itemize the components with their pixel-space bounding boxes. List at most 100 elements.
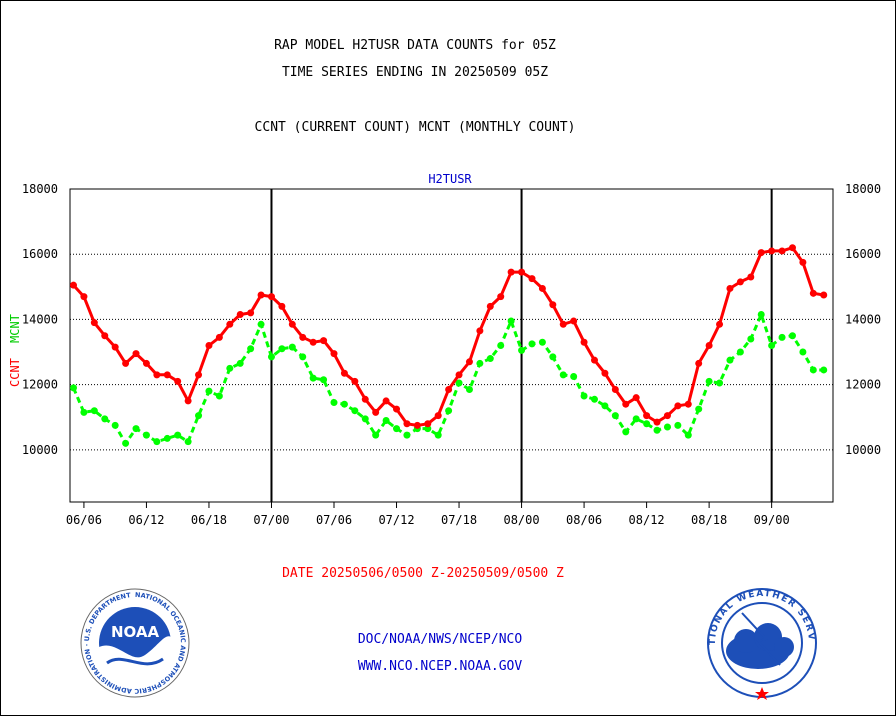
x-tick-label: 08/12 [629,513,665,527]
data-point-mcnt [434,431,442,439]
data-point-ccnt [768,247,776,255]
data-point-mcnt [70,384,77,392]
data-point-mcnt [622,428,630,436]
data-point-ccnt [70,281,77,289]
data-point-mcnt [736,348,744,356]
y-tick-label-right: 12000 [845,378,881,392]
data-point-ccnt [788,244,796,252]
data-point-ccnt [372,408,380,416]
y-tick-label-left: 12000 [22,378,58,392]
credit-website: WWW.NCO.NCEP.NOAA.GOV [357,659,523,674]
plot-area-border [69,188,834,503]
data-point-ccnt [90,319,98,327]
data-point-ccnt [153,371,161,379]
data-point-ccnt [684,400,692,408]
data-point-mcnt [372,431,380,439]
data-point-mcnt [518,346,526,354]
y-tick-label-left: 10000 [22,443,58,457]
data-point-ccnt [122,359,130,367]
data-point-mcnt [80,408,88,416]
data-point-ccnt [695,359,703,367]
data-point-mcnt [778,333,786,341]
chart-title: RAP MODEL H2TUSR DATA COUNTS for 05Z [274,38,556,53]
data-point-mcnt [90,407,98,415]
data-point-ccnt [757,249,765,257]
data-point-mcnt [111,421,119,429]
chart-subtitle: TIME SERIES ENDING IN 20250509 05Z [281,65,549,80]
data-point-mcnt [215,392,223,400]
data-point-ccnt [591,356,598,364]
data-point-mcnt [809,366,817,374]
data-point-ccnt [549,301,557,309]
data-point-mcnt [445,407,453,415]
y-axis-label-ccnt: CCNT [8,358,22,387]
data-point-ccnt [403,420,411,428]
data-point-ccnt [528,275,536,283]
data-point-mcnt [205,387,213,395]
data-point-mcnt [570,372,578,380]
data-point-ccnt [809,289,817,297]
x-tick-label: 07/00 [253,513,289,527]
data-point-mcnt [101,415,109,423]
data-point-ccnt [674,402,682,410]
data-point-mcnt [309,374,317,382]
x-tick-label: 07/06 [316,513,352,527]
data-point-mcnt [768,342,776,349]
data-point-ccnt [288,320,296,328]
y-tick-label-right: 10000 [845,443,881,457]
data-point-mcnt [174,431,182,439]
data-point-ccnt [184,397,192,405]
data-point-mcnt [267,353,275,361]
y-tick-label-left: 14000 [22,312,58,326]
y-tick-label-right: 14000 [845,312,881,326]
data-point-ccnt [424,420,432,428]
chart-legend-description: CCNT (CURRENT COUNT) MCNT (MONTHLY COUNT… [254,120,576,135]
data-point-mcnt [163,434,171,442]
data-point-ccnt [132,350,140,358]
data-point-ccnt [747,273,755,281]
data-point-ccnt [309,338,317,346]
data-point-mcnt [663,423,671,431]
major-vertical-lines [270,189,773,502]
data-point-ccnt [518,268,526,276]
data-point-mcnt [184,438,192,446]
data-point-mcnt [716,379,724,387]
y-axis-title: CCNT MCNT [8,314,22,387]
credit-organization: DOC/NOAA/NWS/NCEP/NCO [357,632,523,647]
data-point-mcnt [247,345,255,353]
x-tick-label: 09/00 [754,513,790,527]
data-point-ccnt [142,359,150,367]
data-point-ccnt [538,284,546,292]
data-point-mcnt [257,320,265,328]
y-tick-label-left: 18000 [22,182,58,196]
data-point-mcnt [559,371,567,379]
data-point-ccnt [716,320,724,328]
x-tick-label: 06/12 [128,513,164,527]
data-point-ccnt [215,333,223,341]
data-point-ccnt [278,302,286,310]
data-point-mcnt [549,353,557,361]
data-point-ccnt [653,418,661,426]
data-point-ccnt [663,412,671,420]
data-point-ccnt [455,371,463,379]
data-point-ccnt [247,309,255,317]
noaa-logo: NOAA NATIONAL OCEANIC AND ATMOSPHERIC AD… [80,588,190,698]
data-point-mcnt [288,343,296,351]
data-point-mcnt [788,332,796,340]
gridlines [70,253,833,451]
data-point-mcnt [591,395,598,403]
series-label: H2TUSR [428,172,472,186]
data-point-ccnt [507,268,515,276]
data-point-ccnt [351,377,359,385]
data-point-mcnt [132,425,140,433]
data-point-mcnt [653,426,661,434]
data-point-ccnt [622,400,630,408]
data-point-ccnt [465,358,473,366]
data-point-ccnt [705,342,713,349]
y-axis-label-mcnt: MCNT [8,314,22,343]
data-point-ccnt [393,405,401,413]
data-point-ccnt [580,338,588,346]
data-point-mcnt [820,366,828,374]
data-point-mcnt [455,379,463,387]
data-point-mcnt [695,405,703,413]
